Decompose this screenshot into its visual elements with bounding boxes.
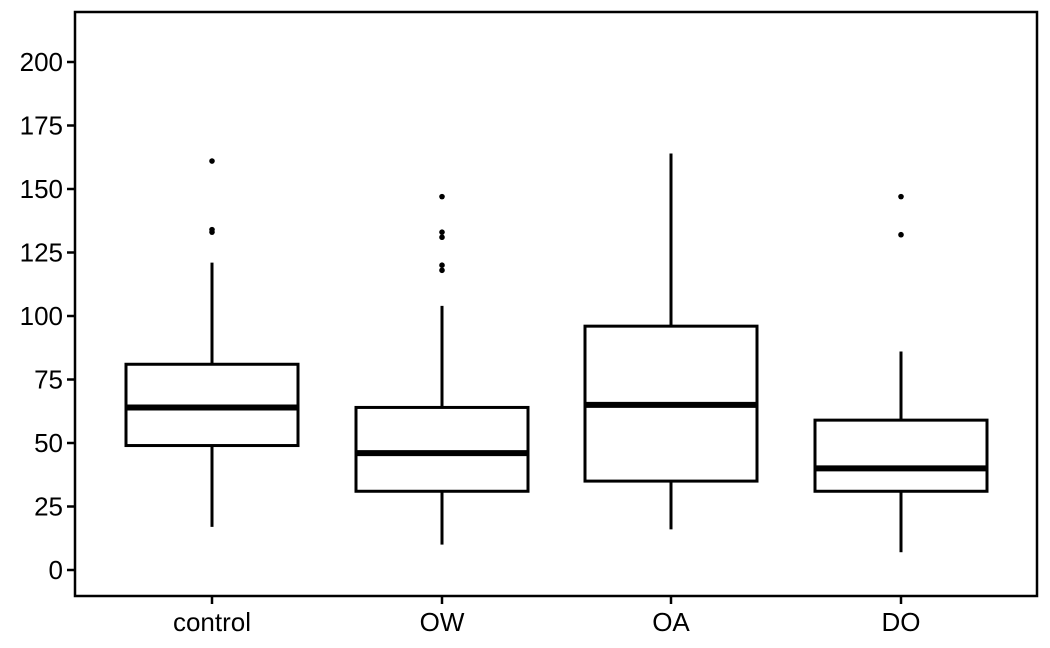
outlier-point xyxy=(898,231,904,238)
y-tick-label: 0 xyxy=(49,555,63,585)
outlier-point xyxy=(209,226,215,233)
box-body xyxy=(813,418,989,493)
y-tick-label: 125 xyxy=(20,238,63,268)
outlier-point xyxy=(439,229,445,235)
x-tick-label: DO xyxy=(882,607,921,637)
box-series xyxy=(124,153,989,553)
box-OA xyxy=(583,153,759,530)
y-tick-label: 50 xyxy=(34,428,63,458)
y-tick-label: 75 xyxy=(34,365,63,395)
y-axis: 0 25 50 75 100 125 150 175 200 xyxy=(20,47,75,585)
outlier-point xyxy=(898,193,904,200)
y-tick-label: 150 xyxy=(20,174,63,204)
y-tick-label: 200 xyxy=(20,47,63,77)
plot-panel-border xyxy=(73,10,1039,598)
x-axis: control OW OA DO xyxy=(173,596,921,637)
outlier-point xyxy=(439,267,445,274)
outlier-point xyxy=(439,193,445,200)
y-tick-label: 25 xyxy=(34,492,63,522)
outlier-point xyxy=(439,262,445,269)
box-body xyxy=(354,405,530,493)
y-tick-label: 175 xyxy=(20,111,63,141)
box-OW xyxy=(354,193,530,545)
outlier-point xyxy=(209,158,215,164)
outlier-point xyxy=(439,234,445,241)
box-control xyxy=(124,158,300,527)
y-tick-label: 100 xyxy=(20,301,63,331)
x-tick-label: control xyxy=(173,607,251,637)
x-tick-label: OA xyxy=(652,607,690,637)
x-tick-label: OW xyxy=(420,607,465,637)
box-DO xyxy=(813,193,989,553)
